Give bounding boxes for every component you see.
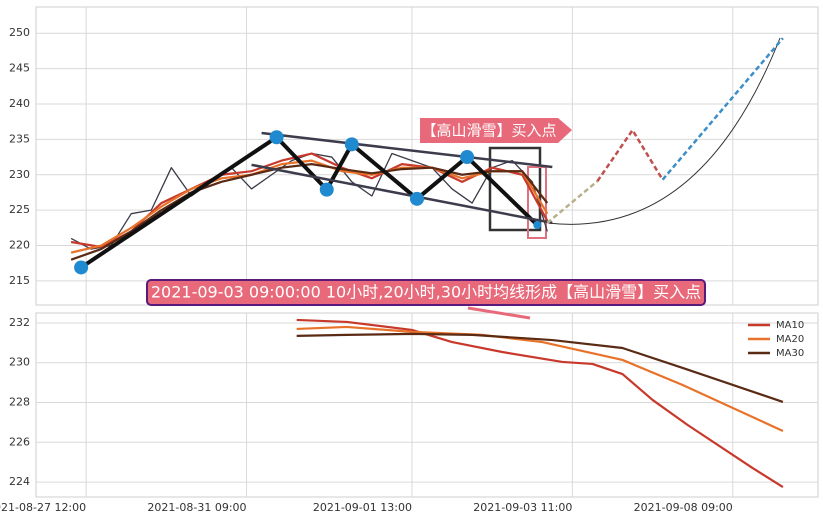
y-tick-label: 215 (9, 274, 30, 287)
y-tick-label: 235 (9, 132, 30, 145)
series-line (261, 131, 553, 169)
y-tick-label: 232 (9, 316, 30, 329)
x-tick-label: 2021-09-01 13:00 (313, 501, 412, 514)
y-tick-label: 250 (9, 26, 30, 39)
data-layer: 215 220 225 230 235 240 245 250 224 226 228 230 232 2… (0, 26, 804, 514)
pivot-marker (344, 137, 359, 152)
pivot-marker (460, 150, 475, 165)
signal-arrow (467, 306, 531, 320)
y-tick-label: 230 (9, 168, 30, 181)
series-line (296, 318, 784, 488)
pivot-marker (269, 130, 284, 145)
signal-text: 2021-09-03 09:00:00 10小时,20小时,30小时均线形成【高… (151, 283, 701, 302)
y-tick-label: 220 (9, 239, 30, 252)
legend-label: MA10 (776, 320, 804, 331)
y-tick-label: 230 (9, 356, 30, 369)
series-line (70, 159, 549, 254)
x-tick-label: 2021-09-03 11:00 (473, 501, 572, 514)
pivot-marker (409, 191, 424, 206)
legend-label: MA20 (776, 334, 804, 345)
pivot-marker (74, 260, 89, 275)
pivot-marker (319, 182, 334, 197)
y-tick-label: 240 (9, 97, 30, 110)
x-tick-label: 2021-08-31 09:00 (147, 501, 246, 514)
series-line (251, 163, 553, 225)
signal-banner (146, 279, 706, 306)
x-tick-label: 2021-08-27 12:00 (0, 501, 86, 514)
y-tick-label: 245 (9, 62, 30, 75)
pivot-marker (533, 221, 542, 230)
series-line (661, 37, 784, 181)
highlight-box (488, 146, 542, 232)
x-tick-label: 2021-09-08 09:00 (634, 501, 733, 514)
buy-label: 【高山滑雪】买入点 (421, 122, 556, 140)
projection-arc (547, 37, 781, 225)
series-line (70, 163, 549, 261)
y-tick-label: 226 (9, 435, 30, 448)
top-panel (35, 6, 819, 306)
series-line (596, 128, 664, 182)
bottom-panel (35, 312, 819, 498)
grid-layer (36, 7, 818, 497)
y-tick-label: 228 (9, 396, 30, 409)
y-tick-label: 225 (9, 203, 30, 216)
series-line (546, 180, 599, 224)
buy-arrow (420, 118, 572, 143)
legend-label: MA30 (776, 348, 804, 359)
y-tick-label: 224 (9, 475, 30, 488)
series-line (296, 332, 784, 403)
